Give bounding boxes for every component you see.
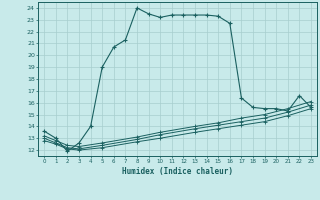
X-axis label: Humidex (Indice chaleur): Humidex (Indice chaleur): [122, 167, 233, 176]
